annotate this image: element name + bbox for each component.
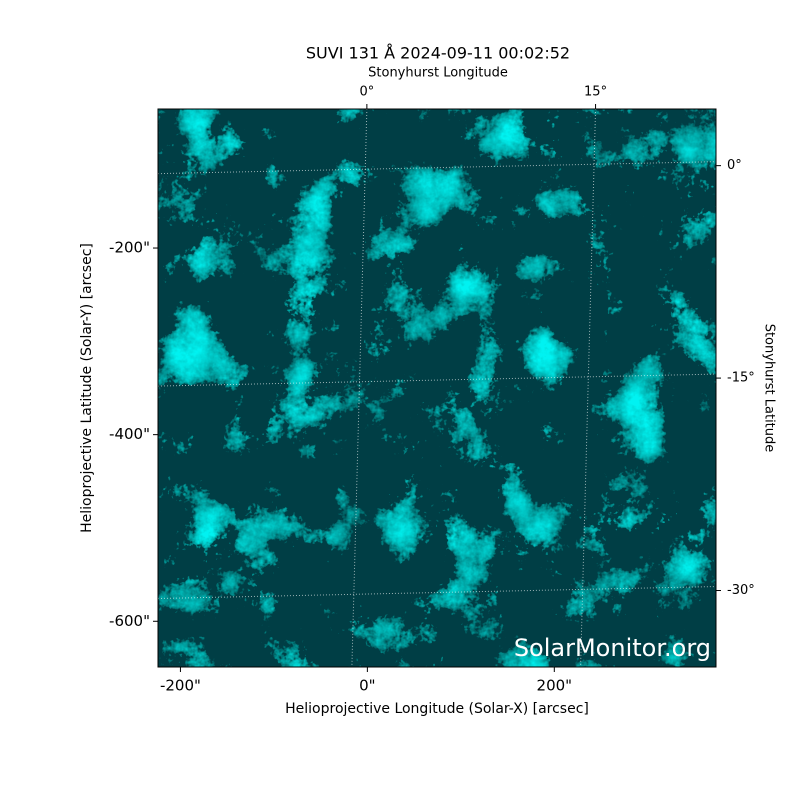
y2-tick-label: 0° <box>727 158 742 173</box>
grid-line <box>157 161 717 175</box>
grid-line <box>351 108 368 668</box>
solar-image <box>158 109 716 667</box>
x2-axis-label: Stonyhurst Longitude <box>368 66 508 81</box>
plot-frame <box>157 108 717 668</box>
grid-line <box>157 373 717 387</box>
y-axis-label: Helioprojective Latitude (Solar-Y) [arcs… <box>79 243 95 533</box>
x-tick-label: 200" <box>537 677 573 695</box>
y-tick-label: -600" <box>109 612 150 630</box>
x-tick-label: -200" <box>160 677 201 695</box>
y2-tick-label: -30° <box>727 583 755 598</box>
y-tick-label: -200" <box>109 239 150 257</box>
y2-axis-label: Stonyhurst Latitude <box>762 324 777 453</box>
x2-tick-label: 15° <box>584 85 607 100</box>
x2-tick-label: 0° <box>359 85 374 100</box>
y2-tick-label: -15° <box>727 371 755 386</box>
x-tick-label: 0" <box>359 677 375 695</box>
watermark: SolarMonitor.org <box>514 634 711 662</box>
y-tick-label: -400" <box>109 425 150 443</box>
grid-line <box>157 586 717 600</box>
chart-title: SUVI 131 Å 2024-09-11 00:02:52 <box>306 44 570 63</box>
image-tint <box>158 109 716 667</box>
grid-line <box>580 108 597 668</box>
x-axis-label: Helioprojective Longitude (Solar-X) [arc… <box>285 701 589 717</box>
